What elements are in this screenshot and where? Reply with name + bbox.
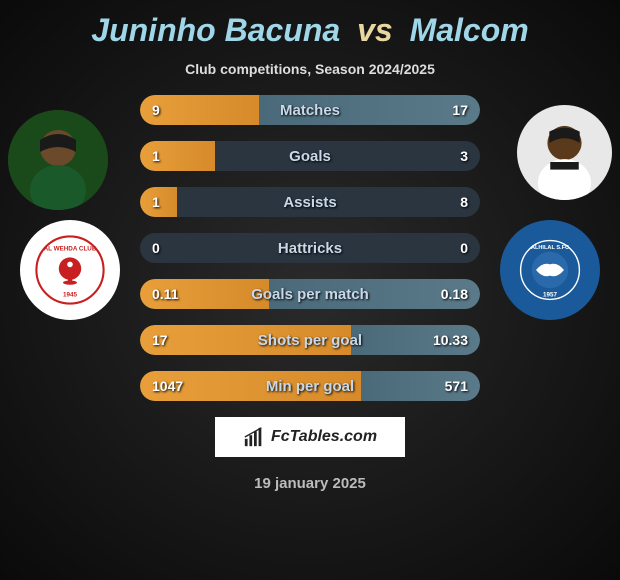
stat-value-left: 9 bbox=[152, 102, 160, 118]
stat-value-right: 571 bbox=[445, 378, 468, 394]
stat-value-right: 17 bbox=[452, 102, 468, 118]
brand-text: FcTables.com bbox=[271, 428, 377, 446]
stat-label: Hattricks bbox=[278, 240, 342, 257]
vs-text: vs bbox=[357, 12, 393, 48]
stat-value-right: 10.33 bbox=[433, 332, 468, 348]
stat-label: Min per goal bbox=[266, 378, 354, 395]
stat-label: Assists bbox=[283, 194, 336, 211]
stat-value-left: 0 bbox=[152, 240, 160, 256]
stat-value-left: 0.11 bbox=[152, 286, 178, 302]
stat-label: Shots per goal bbox=[258, 332, 362, 349]
stat-value-right: 3 bbox=[460, 148, 468, 164]
stat-label: Goals per match bbox=[251, 286, 369, 303]
stat-value-right: 8 bbox=[460, 194, 468, 210]
stat-row: 1047 Min per goal 571 bbox=[140, 371, 480, 401]
brand-badge: FcTables.com bbox=[215, 417, 405, 457]
stat-value-left: 1 bbox=[152, 194, 160, 210]
comparison-title: Juninho Bacuna vs Malcom bbox=[0, 0, 620, 49]
stat-row: 0.11 Goals per match 0.18 bbox=[140, 279, 480, 309]
stat-value-left: 1 bbox=[152, 148, 160, 164]
player2-avatar bbox=[517, 105, 612, 200]
team1-logo: AL WEHDA CLUB 1945 bbox=[20, 220, 120, 320]
svg-text:1945: 1945 bbox=[63, 292, 78, 299]
stat-label: Goals bbox=[289, 148, 331, 165]
stat-value-right: 0.18 bbox=[441, 286, 468, 302]
stat-row: 1 Goals 3 bbox=[140, 141, 480, 171]
stat-value-right: 0 bbox=[460, 240, 468, 256]
subtitle: Club competitions, Season 2024/2025 bbox=[0, 61, 620, 77]
svg-text:ALHILAL S.FC: ALHILAL S.FC bbox=[531, 245, 569, 251]
date: 19 january 2025 bbox=[0, 475, 620, 492]
stat-value-left: 1047 bbox=[152, 378, 183, 394]
svg-text:1957: 1957 bbox=[543, 292, 558, 299]
chart-icon bbox=[243, 426, 265, 448]
stat-row: 1 Assists 8 bbox=[140, 187, 480, 217]
stat-row: 9 Matches 17 bbox=[140, 95, 480, 125]
team2-logo: ALHILAL S.FC 1957 bbox=[500, 220, 600, 320]
stat-row: 17 Shots per goal 10.33 bbox=[140, 325, 480, 355]
stat-label: Matches bbox=[280, 102, 340, 119]
player1-avatar bbox=[8, 110, 108, 210]
stat-value-left: 17 bbox=[152, 332, 168, 348]
svg-text:AL WEHDA CLUB: AL WEHDA CLUB bbox=[44, 245, 97, 252]
player1-name: Juninho Bacuna bbox=[91, 12, 340, 48]
player2-name: Malcom bbox=[410, 12, 529, 48]
stat-row: 0 Hattricks 0 bbox=[140, 233, 480, 263]
stats-container: 9 Matches 17 1 Goals 3 1 Assists 8 0 Hat… bbox=[140, 95, 480, 401]
